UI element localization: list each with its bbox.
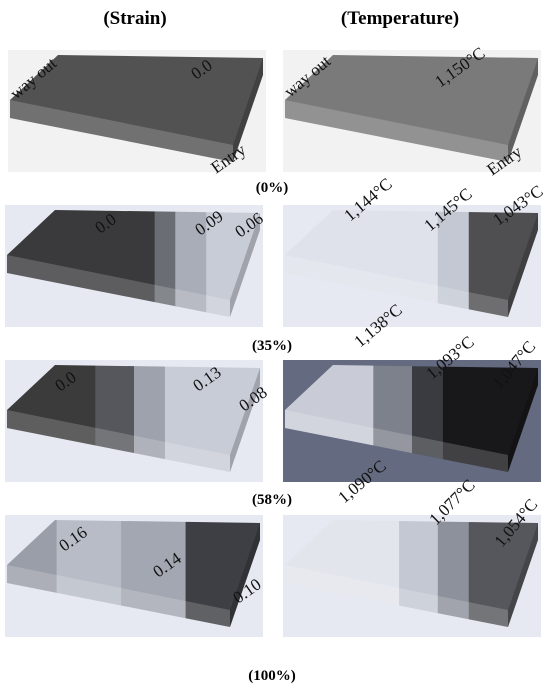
slab-panel — [5, 515, 264, 637]
row-label: (0%) — [256, 180, 289, 196]
row-label: (100%) — [248, 668, 296, 684]
row-label: (58%) — [252, 492, 292, 508]
slab-panel — [5, 360, 264, 482]
figure: (Strain) (Temperature) (0%) (35%) (58%) … — [0, 0, 558, 688]
column-header: (Strain) — [103, 8, 166, 29]
column-header: (Temperature) — [341, 8, 459, 29]
row-label: (35%) — [252, 338, 292, 354]
